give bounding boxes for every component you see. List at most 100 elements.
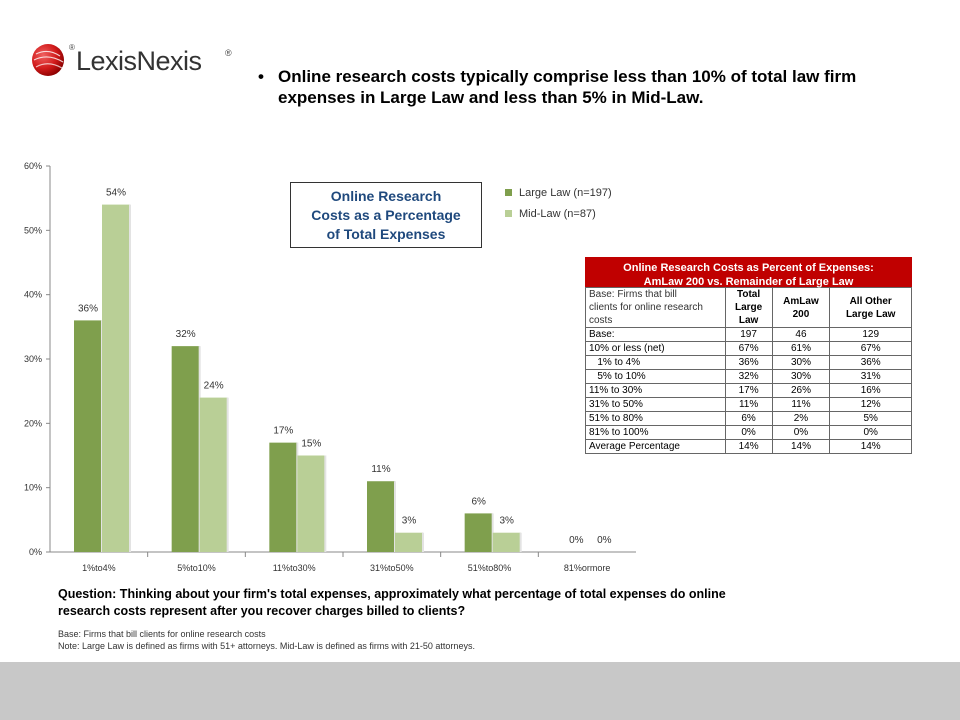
table-row: Average Percentage 14% 14% 14% (585, 439, 912, 454)
table-row: 11% to 30% 17% 26% 16% (585, 383, 912, 398)
table-cell: 0% (771, 425, 831, 440)
x-tick-label: 51%to80% (468, 563, 512, 573)
header-line: Total (737, 289, 761, 300)
table-title-line: AmLaw 200 vs. Remainder of Large Law (643, 276, 854, 288)
row-label: 11% to 30% (585, 383, 726, 398)
table-cell: 32% (724, 369, 773, 384)
header-line: clients for online research (589, 302, 703, 313)
row-label: 31% to 50% (585, 397, 726, 412)
y-tick-label: 0% (29, 547, 42, 557)
table-header-total-large-law: Total Large Law (724, 287, 773, 328)
bar-large-law (171, 346, 200, 552)
header-line: costs (589, 315, 613, 326)
table-cell: 129 (829, 327, 912, 342)
row-label: 5% to 10% (585, 369, 726, 384)
x-tick-label: 31%to50% (370, 563, 414, 573)
y-tick-label: 30% (24, 354, 42, 364)
row-label: 1% to 4% (585, 355, 726, 370)
data-label: 3% (499, 516, 514, 527)
table-cell: 5% (829, 411, 912, 426)
logo-text-reg-mark: ® (225, 48, 232, 58)
x-tick-label: 1%to4% (82, 563, 116, 573)
bar-mid-law (102, 204, 130, 552)
headline-bullet: • (258, 67, 264, 86)
table-cell: 0% (724, 425, 773, 440)
table-cell: 36% (829, 355, 912, 370)
header-line: Large (734, 302, 763, 313)
data-label: 36% (78, 303, 98, 314)
legend-swatch (505, 189, 512, 196)
row-label: 10% or less (net) (585, 341, 726, 356)
header-line: 200 (792, 308, 810, 320)
legend-item: Mid-Law (n=87) (505, 203, 612, 224)
data-label: 6% (471, 496, 486, 507)
header-line: Law (738, 315, 759, 326)
table-cell: 46 (771, 327, 831, 342)
legend-label: Large Law (n=197) (519, 186, 612, 199)
y-tick-label: 50% (24, 225, 42, 235)
x-tick-label: 5%to10% (177, 563, 216, 573)
base-note: Base: Firms that bill clients for online… (58, 629, 266, 639)
survey-question: Question: Thinking about your firm's tot… (58, 587, 726, 618)
row-label: 51% to 80% (585, 411, 726, 426)
header-line: All Other (849, 295, 892, 307)
table-cell: 67% (724, 341, 773, 356)
bar-large-law (367, 481, 395, 552)
table-row: 31% to 50% 11% 11% 12% (585, 397, 912, 412)
data-label: 0% (569, 535, 584, 546)
lexisnexis-logo: ® LexisNexis ® (30, 40, 232, 82)
table-cell: 36% (724, 355, 773, 370)
y-tick-label: 20% (24, 418, 42, 428)
bar-mid-law (492, 532, 521, 552)
data-label: 32% (176, 329, 196, 340)
table-cell: 197 (724, 327, 773, 342)
row-label: Average Percentage (585, 439, 726, 454)
bar-large-law (464, 513, 493, 552)
header-line: AmLaw (783, 295, 819, 307)
data-table: Base: Firms that bill clients for online… (585, 287, 912, 454)
table-cell: 61% (771, 341, 831, 356)
data-label: 3% (402, 516, 417, 527)
table-cell: 14% (829, 439, 912, 454)
table-row: Base: 197 46 129 (585, 327, 912, 342)
data-label: 17% (273, 426, 293, 437)
chart-title-line: Costs as a Percentage (311, 207, 461, 223)
table-cell: 14% (724, 439, 773, 454)
chart-title-line: of Total Expenses (326, 226, 446, 242)
legend-item: Large Law (n=197) (505, 182, 612, 203)
table-cell: 31% (829, 369, 912, 384)
amlaw-comparison-table: Online Research Costs as Percent of Expe… (585, 257, 912, 454)
row-label: Base: (585, 327, 726, 342)
y-tick-label: 40% (24, 290, 42, 300)
bar-large-law (74, 320, 102, 552)
table-row: 10% or less (net) 67% 61% 67% (585, 341, 912, 356)
data-label: 15% (301, 439, 321, 450)
headline-text: Online research costs typically comprise… (278, 67, 857, 107)
table-cell: 67% (829, 341, 912, 356)
x-tick-label: 11%to30% (273, 563, 316, 573)
bar-mid-law (395, 532, 423, 552)
definition-note: Note: Large Law is defined as firms with… (58, 641, 475, 651)
data-label: 11% (371, 464, 390, 475)
table-cell: 2% (771, 411, 831, 426)
table-cell: 30% (771, 355, 831, 370)
table-cell: 11% (724, 397, 773, 412)
table-header-base: Base: Firms that bill clients for online… (585, 287, 726, 328)
chart-legend: Large Law (n=197) Mid-Law (n=87) (505, 182, 612, 224)
bar-mid-law (297, 455, 326, 552)
bar-chart: 0% 10% 20% 30% 40% 50% 60% 1%to4% 36% 54% 5%to10% 3… (24, 161, 636, 573)
y-tick-label: 10% (24, 483, 42, 493)
bar-mid-law (199, 397, 228, 552)
bar-large-law (269, 442, 298, 552)
table-cell: 14% (771, 439, 831, 454)
y-tick-label: 60% (24, 161, 42, 171)
table-cell: 12% (829, 397, 912, 412)
table-cell: 17% (724, 383, 773, 398)
table-header-all-other: All Other Large Law (829, 287, 912, 328)
header-line: Base: Firms that bill (589, 289, 677, 300)
legend-swatch (505, 210, 512, 217)
table-cell: 30% (771, 369, 831, 384)
table-row: 81% to 100% 0% 0% 0% (585, 425, 912, 440)
footer-band (0, 662, 960, 720)
logo-sphere-icon (32, 44, 64, 76)
